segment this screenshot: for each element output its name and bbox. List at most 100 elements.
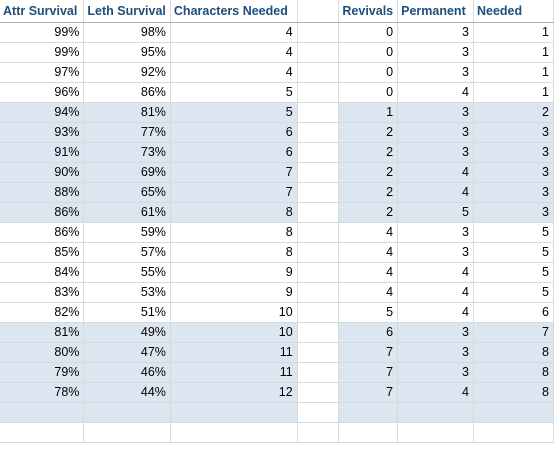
cell-needed[interactable]: 3 bbox=[473, 202, 554, 223]
cell-permanent[interactable]: 3 bbox=[397, 242, 474, 263]
cell-leth-survival[interactable]: 57% bbox=[83, 242, 171, 263]
cell-permanent[interactable]: 3 bbox=[397, 102, 474, 123]
empty-cell[interactable] bbox=[0, 422, 85, 443]
cell-permanent[interactable]: 3 bbox=[397, 222, 474, 243]
cell-leth-survival[interactable]: 44% bbox=[83, 382, 171, 403]
cell-characters-needed[interactable]: 4 bbox=[170, 62, 298, 83]
cell-revivals[interactable]: 7 bbox=[338, 362, 399, 383]
cell-revivals[interactable] bbox=[338, 402, 399, 423]
cell-needed[interactable]: 2 bbox=[473, 102, 554, 123]
cell-permanent[interactable]: 4 bbox=[397, 302, 474, 323]
cell-revivals[interactable]: 7 bbox=[338, 382, 399, 403]
cell-characters-needed[interactable]: 8 bbox=[170, 202, 298, 223]
cell-characters-needed[interactable]: 6 bbox=[170, 122, 298, 143]
cell-leth-survival[interactable]: 77% bbox=[83, 122, 171, 143]
cell-leth-survival[interactable]: 53% bbox=[83, 282, 171, 303]
cell-permanent[interactable]: 3 bbox=[397, 42, 474, 63]
empty-cell[interactable] bbox=[297, 262, 340, 283]
cell-leth-survival[interactable]: 86% bbox=[83, 82, 171, 103]
empty-cell[interactable] bbox=[297, 382, 340, 403]
cell-revivals[interactable]: 5 bbox=[338, 302, 399, 323]
cell-characters-needed[interactable] bbox=[170, 402, 298, 423]
header-cell-attr-survival[interactable]: Attr Survival bbox=[0, 0, 85, 23]
cell-revivals[interactable]: 2 bbox=[338, 122, 399, 143]
cell-revivals[interactable]: 2 bbox=[338, 202, 399, 223]
cell-needed[interactable] bbox=[473, 402, 554, 423]
empty-cell[interactable] bbox=[297, 302, 340, 323]
cell-needed[interactable]: 1 bbox=[473, 42, 554, 63]
cell-characters-needed[interactable]: 10 bbox=[170, 302, 298, 323]
cell-revivals[interactable]: 0 bbox=[338, 82, 399, 103]
cell-attr-survival[interactable]: 86% bbox=[0, 222, 85, 243]
empty-cell[interactable] bbox=[297, 322, 340, 343]
cell-attr-survival[interactable]: 78% bbox=[0, 382, 85, 403]
empty-cell[interactable] bbox=[297, 242, 340, 263]
empty-cell[interactable] bbox=[297, 182, 340, 203]
empty-cell[interactable] bbox=[297, 62, 340, 83]
cell-needed[interactable]: 5 bbox=[473, 222, 554, 243]
cell-attr-survival[interactable]: 90% bbox=[0, 162, 85, 183]
cell-characters-needed[interactable]: 7 bbox=[170, 182, 298, 203]
cell-revivals[interactable]: 4 bbox=[338, 282, 399, 303]
cell-revivals[interactable]: 4 bbox=[338, 262, 399, 283]
cell-revivals[interactable]: 7 bbox=[338, 342, 399, 363]
cell-needed[interactable]: 5 bbox=[473, 242, 554, 263]
empty-cell[interactable] bbox=[397, 422, 474, 443]
header-cell-revivals[interactable]: Revivals bbox=[338, 0, 399, 23]
cell-permanent[interactable]: 4 bbox=[397, 282, 474, 303]
cell-needed[interactable]: 6 bbox=[473, 302, 554, 323]
cell-attr-survival[interactable]: 91% bbox=[0, 142, 85, 163]
cell-characters-needed[interactable]: 5 bbox=[170, 82, 298, 103]
cell-permanent[interactable] bbox=[397, 402, 474, 423]
cell-characters-needed[interactable]: 9 bbox=[170, 282, 298, 303]
empty-cell[interactable] bbox=[297, 22, 340, 43]
cell-needed[interactable]: 3 bbox=[473, 122, 554, 143]
empty-cell[interactable] bbox=[473, 422, 554, 443]
cell-characters-needed[interactable]: 10 bbox=[170, 322, 298, 343]
cell-revivals[interactable]: 2 bbox=[338, 162, 399, 183]
cell-permanent[interactable]: 3 bbox=[397, 122, 474, 143]
cell-characters-needed[interactable]: 11 bbox=[170, 362, 298, 383]
cell-attr-survival[interactable]: 82% bbox=[0, 302, 85, 323]
cell-permanent[interactable]: 4 bbox=[397, 82, 474, 103]
cell-attr-survival[interactable]: 96% bbox=[0, 82, 85, 103]
empty-cell[interactable] bbox=[170, 422, 298, 443]
cell-permanent[interactable]: 3 bbox=[397, 62, 474, 83]
cell-needed[interactable]: 3 bbox=[473, 182, 554, 203]
empty-cell[interactable] bbox=[297, 422, 340, 443]
cell-characters-needed[interactable]: 9 bbox=[170, 262, 298, 283]
empty-cell[interactable] bbox=[297, 122, 340, 143]
cell-attr-survival[interactable]: 80% bbox=[0, 342, 85, 363]
empty-cell[interactable] bbox=[297, 222, 340, 243]
cell-leth-survival[interactable]: 61% bbox=[83, 202, 171, 223]
cell-attr-survival[interactable]: 86% bbox=[0, 202, 85, 223]
cell-characters-needed[interactable]: 4 bbox=[170, 22, 298, 43]
cell-needed[interactable]: 1 bbox=[473, 62, 554, 83]
cell-revivals[interactable]: 6 bbox=[338, 322, 399, 343]
cell-needed[interactable]: 5 bbox=[473, 282, 554, 303]
cell-permanent[interactable]: 4 bbox=[397, 162, 474, 183]
cell-leth-survival[interactable]: 46% bbox=[83, 362, 171, 383]
cell-leth-survival[interactable]: 49% bbox=[83, 322, 171, 343]
cell-needed[interactable]: 8 bbox=[473, 362, 554, 383]
cell-revivals[interactable]: 4 bbox=[338, 242, 399, 263]
cell-needed[interactable]: 7 bbox=[473, 322, 554, 343]
empty-cell[interactable] bbox=[297, 0, 340, 23]
cell-attr-survival[interactable]: 84% bbox=[0, 262, 85, 283]
empty-cell[interactable] bbox=[297, 42, 340, 63]
cell-needed[interactable]: 3 bbox=[473, 142, 554, 163]
empty-cell[interactable] bbox=[297, 102, 340, 123]
cell-characters-needed[interactable]: 4 bbox=[170, 42, 298, 63]
cell-permanent[interactable]: 3 bbox=[397, 22, 474, 43]
cell-revivals[interactable]: 0 bbox=[338, 62, 399, 83]
empty-cell[interactable] bbox=[297, 402, 340, 423]
cell-revivals[interactable]: 2 bbox=[338, 142, 399, 163]
cell-leth-survival[interactable]: 73% bbox=[83, 142, 171, 163]
cell-leth-survival[interactable]: 59% bbox=[83, 222, 171, 243]
header-cell-characters-needed[interactable]: Characters Needed bbox=[170, 0, 298, 23]
cell-revivals[interactable]: 1 bbox=[338, 102, 399, 123]
cell-attr-survival[interactable]: 99% bbox=[0, 22, 85, 43]
cell-attr-survival[interactable]: 88% bbox=[0, 182, 85, 203]
cell-characters-needed[interactable]: 8 bbox=[170, 242, 298, 263]
cell-leth-survival[interactable] bbox=[83, 402, 171, 423]
